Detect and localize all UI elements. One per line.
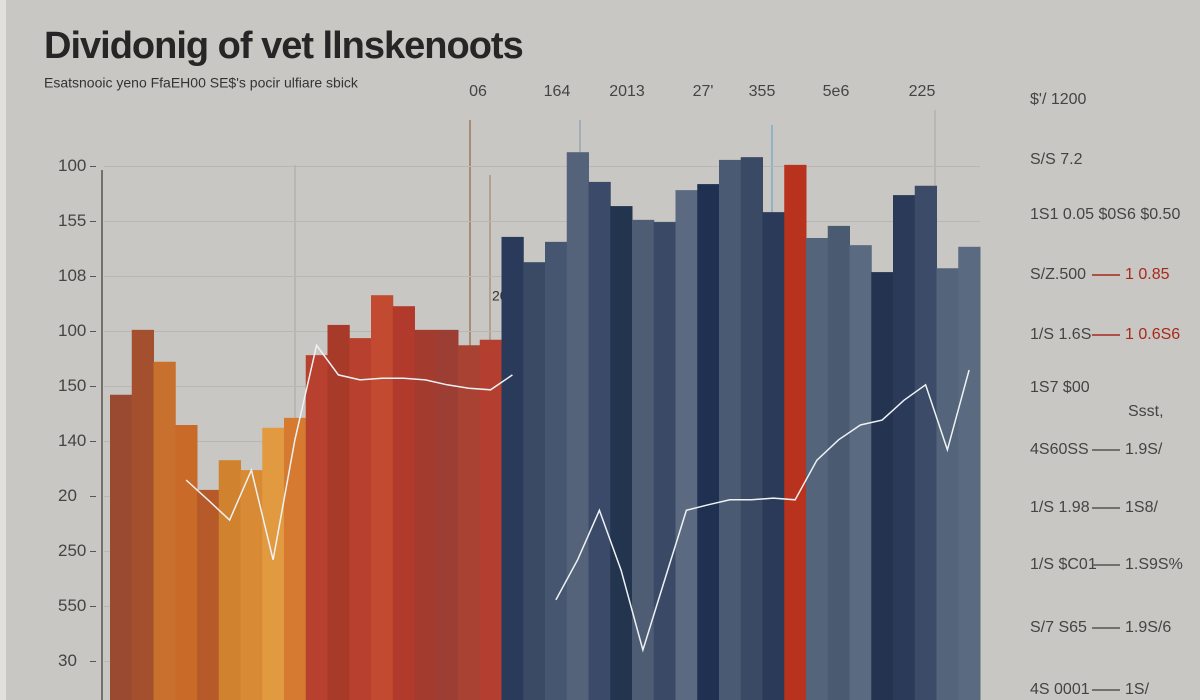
right-label: S/7 S65 — [1030, 619, 1087, 636]
bar — [262, 427, 285, 700]
bar — [218, 460, 241, 700]
bar — [827, 225, 850, 700]
edge-strip — [0, 0, 6, 700]
bar — [523, 262, 546, 700]
bar — [110, 394, 133, 700]
bar — [305, 355, 328, 700]
right-label: 1S7 $00 — [1030, 379, 1090, 396]
top-label: 5e6 — [823, 83, 850, 100]
bar — [392, 306, 415, 700]
right-label: 4S 0001 — [1030, 681, 1090, 698]
bar — [936, 268, 959, 700]
right-label: S/S 7.2 — [1030, 151, 1083, 168]
bar — [501, 236, 524, 700]
y-tick-label: 155 — [58, 211, 86, 230]
bar — [197, 489, 220, 700]
right-label: 4S60SS — [1030, 441, 1089, 458]
top-label: 355 — [749, 83, 776, 100]
y-tick-label: 100 — [58, 321, 86, 340]
y-tick-label: 250 — [58, 541, 86, 560]
bar — [545, 241, 568, 700]
y-tick-label: 150 — [58, 376, 86, 395]
right-label: 1 0.6S6 — [1125, 326, 1180, 343]
bar — [458, 345, 481, 700]
top-label: 2013 — [609, 83, 645, 100]
bar — [893, 195, 916, 700]
bar — [610, 206, 633, 700]
y-tick-label: 30 — [58, 651, 77, 670]
bar — [240, 470, 263, 700]
bar — [327, 324, 350, 700]
bar — [479, 339, 502, 700]
right-label: 1/S 1.98 — [1030, 499, 1090, 516]
right-label: 1.9S/6 — [1125, 619, 1171, 636]
right-label: 1 0.85 — [1125, 266, 1170, 283]
right-label: 1S/ — [1125, 681, 1150, 698]
right-label: 1S1 0.05 $0S6 $0.50 — [1030, 206, 1180, 223]
bar — [697, 184, 720, 700]
line — [185, 343, 970, 653]
bar — [632, 219, 655, 700]
bar — [175, 425, 198, 700]
y-tick-label: 100 — [58, 156, 86, 175]
bar — [784, 164, 807, 700]
right-label: 1.S9S% — [1125, 556, 1183, 573]
bar — [153, 361, 176, 700]
right-label: 1/S 1.6S — [1030, 326, 1091, 343]
y-tick-label: 550 — [58, 596, 86, 615]
y-tick-label: 140 — [58, 431, 86, 450]
bar — [719, 159, 742, 700]
right-label: 1.9S/ — [1125, 441, 1163, 458]
bar — [436, 329, 459, 700]
bar — [131, 329, 154, 700]
bar — [566, 152, 589, 700]
right-label: S/Z.500 — [1030, 266, 1086, 283]
chart-subtitle: Esatsnooic yeno FfaEH00 SE$'s pocir ulfi… — [44, 75, 359, 91]
top-label: 06 — [469, 83, 487, 100]
bar — [740, 157, 763, 700]
y-tick-label: 108 — [58, 266, 86, 285]
chart-title: Dividonig of vet llnskenoots — [44, 25, 523, 67]
bar — [371, 295, 394, 700]
bar — [588, 181, 611, 700]
top-label: 225 — [909, 83, 936, 100]
bar — [414, 329, 437, 700]
bar — [675, 190, 698, 700]
top-label: 164 — [544, 83, 571, 100]
right-label: Ssst, — [1128, 403, 1164, 420]
bar — [653, 222, 676, 700]
y-tick-label: 20 — [58, 486, 77, 505]
top-label: 27' — [693, 83, 714, 100]
bar — [849, 245, 872, 700]
right-label: 1S8/ — [1125, 499, 1158, 516]
bar — [762, 212, 785, 700]
bar — [958, 246, 981, 700]
bar — [284, 417, 307, 700]
bar — [871, 272, 894, 700]
right-label: 1/S $C01 — [1030, 556, 1097, 573]
right-label: $'/ 1200 — [1030, 91, 1087, 108]
bar — [349, 338, 372, 700]
bar — [914, 185, 937, 700]
bar — [806, 238, 829, 700]
